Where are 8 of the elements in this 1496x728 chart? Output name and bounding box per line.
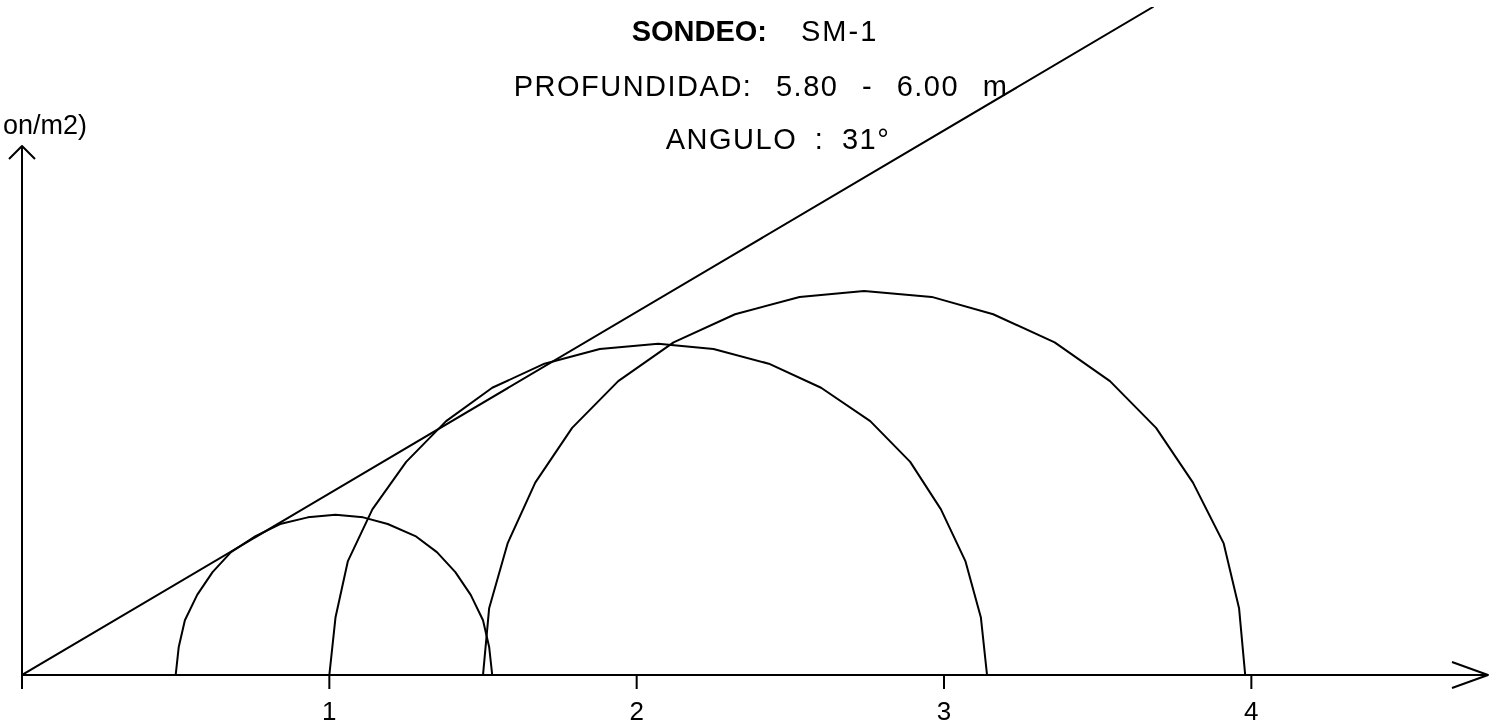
- chart-title: SONDEO: SM-1: [631, 15, 879, 47]
- x-tick-label: 1: [322, 696, 337, 726]
- x-tick-label: 4: [1244, 696, 1259, 726]
- x-tick-label: 3: [936, 696, 952, 726]
- x-tick-label: 2: [629, 696, 644, 726]
- annotation: ANGULO : 31°: [665, 123, 891, 155]
- text: PROFUNDIDAD: 5.80 - 6.00 m: [513, 70, 1009, 102]
- y-axis-title: on/m2): [3, 110, 88, 140]
